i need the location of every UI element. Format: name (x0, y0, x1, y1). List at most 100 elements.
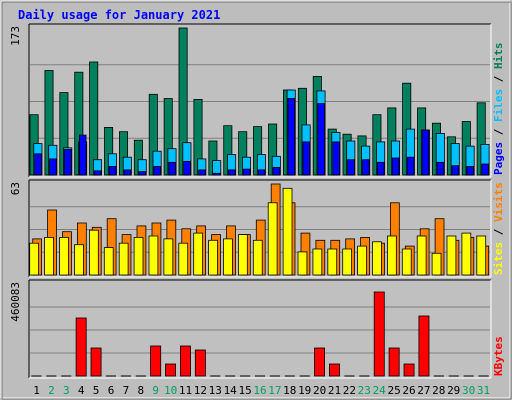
bar-sites (327, 248, 338, 276)
bar-kbytes (194, 349, 206, 377)
x-tick-label: 22 (343, 384, 356, 397)
bar-sites (148, 235, 159, 276)
x-tick-label: 26 (402, 384, 415, 397)
bar-pages (466, 166, 474, 176)
bar-sites (178, 242, 189, 276)
x-tick-label: 11 (179, 384, 192, 397)
bar-sites (297, 251, 308, 276)
panel-kbytes: 460083 KBytes (9, 279, 505, 379)
bar-sites (118, 242, 129, 276)
bar-sites (133, 236, 144, 276)
bar-pages (108, 166, 117, 176)
bar-pages (362, 159, 370, 176)
bar-pages (168, 161, 176, 176)
x-tick-label: 15 (238, 384, 251, 397)
bar-sites (416, 235, 427, 276)
bar-sites (163, 238, 174, 276)
x-tick-label: 29 (447, 384, 460, 397)
bar-sites (386, 235, 397, 276)
x-tick-label: 10 (164, 384, 177, 397)
panel-max-label: 63 (9, 182, 22, 195)
legend-kbytes: KBytes (492, 336, 505, 376)
bar-sites (89, 229, 99, 276)
bar-pages (287, 98, 296, 176)
bar-sites (357, 245, 367, 276)
bar-kbytes (314, 347, 326, 377)
x-tick-label: 21 (328, 384, 341, 397)
panel-hits_files_pages: 173 Pages / Files / Hits (9, 23, 505, 178)
bar-sites (29, 242, 40, 276)
bar-kbytes (90, 347, 102, 377)
bar-pages (227, 169, 236, 176)
bar-pages (123, 169, 132, 176)
bar-sites (372, 241, 382, 276)
bar-pages (391, 157, 400, 176)
bar-sites (252, 239, 263, 276)
bar-pages (49, 158, 57, 176)
x-tick-label: 8 (137, 384, 144, 397)
x-tick-label: 31 (477, 384, 490, 397)
bar-sites (237, 234, 248, 276)
x-tick-label: 25 (387, 384, 400, 397)
bar-pages (436, 161, 445, 176)
panel-visits_sites: 63 Sites / Visits (9, 179, 505, 278)
bar-pages (451, 165, 460, 176)
x-tick-label: 12 (194, 384, 207, 397)
panel-max-label: 173 (9, 26, 22, 46)
bar-sites (401, 248, 412, 276)
bar-sites (476, 235, 487, 276)
x-tick-label: 7 (123, 384, 130, 397)
bar-pages (481, 163, 489, 176)
x-tick-label: 24 (373, 384, 387, 397)
x-tick-label: 5 (93, 384, 100, 397)
bar-pages (138, 171, 147, 176)
legend-separator: / (492, 222, 505, 242)
bar-pages (421, 129, 430, 176)
bar-pages (406, 156, 415, 176)
x-tick-label: 17 (268, 384, 281, 397)
bar-kbytes (165, 363, 177, 377)
bar-sites (312, 248, 323, 276)
bar-sites (74, 244, 84, 276)
panel-right-legend: KBytes (492, 336, 505, 376)
bar-pages (198, 169, 206, 176)
bar-kbytes (388, 347, 400, 377)
x-tick-label: 1 (33, 384, 40, 397)
x-tick-label: 30 (462, 384, 475, 397)
legend-files: Files (492, 89, 505, 122)
bar-sites (461, 232, 472, 276)
bar-sites (267, 202, 278, 276)
panels: 173 Pages / Files / Hits 63 Sites / Visits 4… (9, 23, 505, 379)
bar-kbytes (75, 317, 87, 377)
bar-sites (208, 239, 218, 276)
bar-pages (93, 170, 102, 176)
bar-sites (59, 236, 69, 276)
x-tick-label: 14 (224, 384, 238, 397)
x-tick-label: 27 (417, 384, 430, 397)
x-tick-label: 9 (152, 384, 159, 397)
x-axis-labels: 1 2 3 4 5 6 7 8 9 10 11 12 13 14 15 16 17 18 19 20 21 22 23 24 2… (33, 384, 490, 397)
x-tick-label: 2 (48, 384, 55, 397)
bar-sites (282, 187, 293, 276)
x-tick-label: 19 (298, 384, 311, 397)
bar-files (212, 160, 222, 176)
x-tick-label: 20 (313, 384, 326, 397)
x-tick-label: 18 (283, 384, 296, 397)
panel-right-legend: Sites / Visits (492, 182, 505, 275)
bar-pages (257, 169, 266, 176)
bar-pages (347, 159, 355, 176)
bar-sites (193, 232, 203, 276)
x-tick-label: 13 (209, 384, 222, 397)
legend-separator: / (492, 69, 505, 89)
bar-pages (213, 172, 221, 176)
bar-pages (242, 168, 251, 176)
bar-pages (376, 161, 385, 176)
bar-kbytes (403, 363, 415, 377)
bar-kbytes (179, 345, 191, 377)
bar-sites (44, 236, 54, 276)
bar-pages (153, 166, 161, 176)
bar-pages (272, 166, 281, 176)
